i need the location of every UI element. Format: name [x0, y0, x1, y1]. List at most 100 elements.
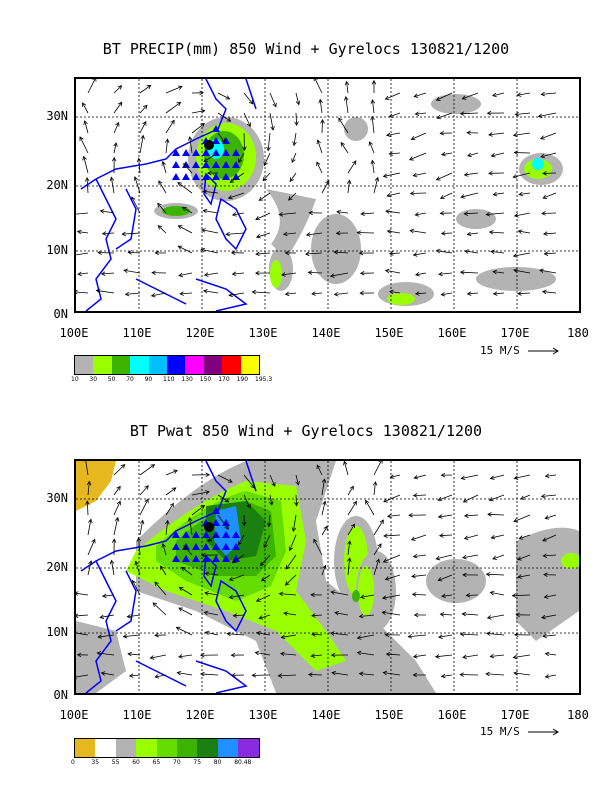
- colorbar-swatch: [238, 739, 259, 757]
- wind-arrow-head: [117, 85, 123, 90]
- wind-arrow: [540, 152, 557, 158]
- wind-arrow: [460, 112, 479, 115]
- wind-arrow: [512, 594, 531, 597]
- wind-arrow: [131, 196, 141, 214]
- wind-arrow: [387, 230, 401, 234]
- wind-arrow-head: [409, 191, 415, 196]
- wind-arrow-head: [459, 270, 465, 275]
- wind-arrow-head: [383, 533, 388, 539]
- colorbar-label: 65: [152, 759, 161, 766]
- wind-arrow-head: [82, 155, 87, 161]
- wind-arrow-head: [85, 500, 90, 505]
- wind-arrow-head: [202, 208, 208, 214]
- colorbar-swatch: [95, 739, 116, 757]
- wind-arrow: [217, 494, 229, 503]
- wind-arrow: [410, 192, 427, 194]
- wind-arrow: [200, 673, 219, 676]
- wind-arrow: [178, 225, 193, 234]
- wind-arrow-head: [203, 610, 209, 616]
- wind-arrow-head: [459, 111, 465, 116]
- colorbar-label: 70: [173, 759, 181, 766]
- wind-arrow-head: [386, 513, 392, 519]
- wind-arrow: [389, 290, 401, 294]
- wind-arrow-head: [356, 230, 362, 235]
- wind-arrow-head: [200, 247, 206, 253]
- wind-arrow-head: [435, 555, 441, 561]
- wind-arrow: [191, 110, 205, 114]
- wind-arrow: [411, 534, 427, 541]
- colorbar-swatch: [166, 356, 186, 374]
- wind-arrow: [84, 120, 89, 134]
- wind-arrow: [295, 92, 300, 105]
- lon-label-160e-b: 160E: [437, 708, 467, 722]
- wind-arrow: [269, 474, 276, 487]
- wind-arrow: [383, 554, 401, 563]
- wind-arrow-head: [365, 499, 370, 505]
- wind-arrow-head: [539, 268, 544, 273]
- wind-arrow-head: [176, 101, 182, 107]
- wind-arrow: [330, 272, 349, 277]
- wind-arrow-head: [513, 213, 519, 218]
- wind-arrow-head: [99, 614, 105, 620]
- wind-arrow-head: [77, 271, 82, 277]
- wind-arrow-head: [541, 289, 547, 295]
- precip-gyre-center: [204, 140, 214, 150]
- wind-arrow: [357, 652, 375, 656]
- wind-arrow: [125, 292, 141, 295]
- wind-arrow-head: [544, 473, 550, 479]
- wind-arrow: [154, 581, 167, 596]
- wind-arrow: [438, 514, 453, 518]
- wind-arrow-head: [488, 170, 493, 176]
- wind-arrow-head: [133, 176, 139, 181]
- wind-arrow: [389, 152, 401, 155]
- wind-arrow: [414, 474, 427, 479]
- wind-arrow: [411, 574, 427, 577]
- colorbar-swatch: [75, 739, 96, 757]
- wind-arrow: [408, 634, 427, 638]
- wind-arrow: [490, 591, 505, 596]
- wind-arrow-head: [291, 158, 296, 164]
- wind-arrow: [461, 474, 479, 479]
- wind-arrow: [83, 156, 89, 174]
- wind-arrow: [486, 632, 505, 636]
- wind-arrow: [385, 210, 401, 214]
- wind-arrow-head: [360, 594, 365, 600]
- wind-arrow: [321, 180, 330, 194]
- wind-arrow-head: [248, 99, 254, 105]
- wind-arrow-head: [97, 634, 103, 639]
- colorbar-label: 35: [91, 759, 100, 766]
- wind-arrow-head: [375, 558, 381, 564]
- wind-arrow-head: [200, 671, 205, 677]
- wind-arrow: [76, 252, 89, 256]
- wind-arrow: [514, 672, 531, 676]
- wind-arrow: [540, 132, 557, 140]
- wind-arrow: [181, 567, 193, 576]
- wind-arrow-head: [231, 672, 236, 678]
- wind-arrow-head: [181, 566, 186, 572]
- wind-arrow-head: [463, 513, 469, 518]
- wind-arrow-head: [183, 545, 188, 550]
- top-scale-text: 15 M/S: [480, 344, 520, 357]
- pwat-gyre-center: [204, 522, 214, 532]
- wind-arrow: [207, 534, 219, 542]
- wind-arrow-head: [226, 117, 232, 122]
- wind-arrow: [493, 271, 505, 274]
- wind-arrow: [413, 554, 427, 558]
- wind-arrow: [383, 494, 401, 503]
- wind-arrow-head: [386, 132, 391, 138]
- wind-arrow-head: [242, 146, 247, 152]
- wind-arrow: [129, 674, 141, 677]
- wind-arrow: [488, 132, 505, 136]
- wind-arrow: [347, 541, 351, 556]
- wind-arrow: [139, 464, 155, 476]
- wind-arrow-head: [272, 102, 277, 108]
- wind-arrow-head: [178, 586, 184, 592]
- wind-arrow-head: [154, 674, 160, 679]
- wind-arrow-head: [540, 135, 545, 140]
- wind-arrow: [347, 180, 350, 194]
- wind-arrow-head: [516, 92, 522, 97]
- colorbar-label: 10: [71, 376, 79, 383]
- wind-arrow: [256, 232, 271, 238]
- wind-arrow: [373, 461, 382, 476]
- wind-arrow-head: [123, 268, 129, 274]
